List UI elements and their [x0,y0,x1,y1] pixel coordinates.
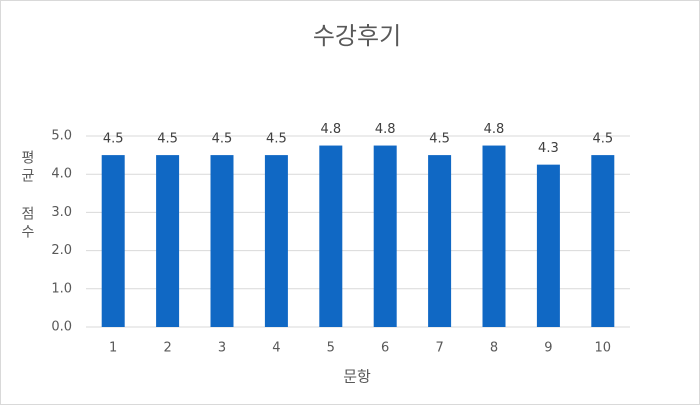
value-label: 4.5 [212,132,233,147]
value-label: 4.5 [103,132,124,147]
value-label: 4.8 [484,122,505,137]
x-tick-label: 1 [109,341,117,356]
y-tick-label: 4.0 [51,167,72,182]
y-tick-label: 0.0 [51,320,72,335]
x-tick-label: 8 [490,341,498,356]
value-label: 4.5 [266,132,287,147]
value-label: 4.5 [592,132,613,147]
x-tick-label: 4 [272,341,280,356]
value-label: 4.5 [429,132,450,147]
y-tick-label: 2.0 [51,243,72,258]
bar [156,155,180,327]
x-tick-label: 10 [595,341,612,356]
bar [101,155,125,327]
bar [536,164,560,327]
x-axis-label: 문항 [343,368,371,386]
bar [591,155,615,327]
chart-title: 수강후기 [313,22,401,50]
y-axis-label: 평균 점수 [19,150,35,242]
x-tick-label: 7 [435,341,443,356]
value-label: 4.3 [538,141,559,156]
bar [373,145,397,327]
value-label: 4.8 [320,122,341,137]
bar [482,145,506,327]
x-tick-label: 9 [544,341,552,356]
y-tick-label: 5.0 [51,129,72,144]
x-tick-label: 6 [381,341,389,356]
value-label: 4.8 [375,122,396,137]
y-tick-label: 1.0 [51,281,72,296]
value-label: 4.5 [157,132,178,147]
bar [210,155,234,327]
bar [428,155,452,327]
bar [264,155,288,327]
x-tick-label: 3 [218,341,226,356]
bar [319,145,343,327]
y-tick-label: 3.0 [51,205,72,220]
x-tick-label: 5 [327,341,335,356]
x-tick-label: 2 [163,341,171,356]
